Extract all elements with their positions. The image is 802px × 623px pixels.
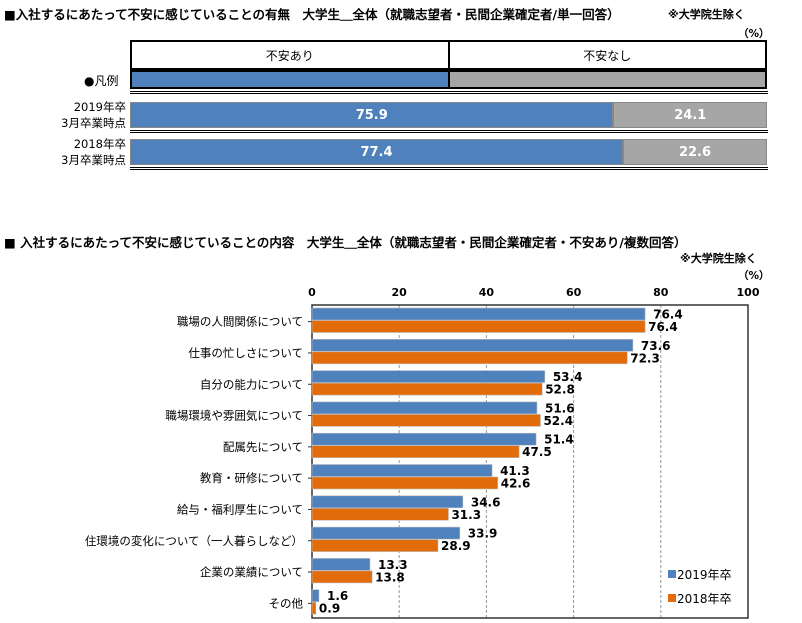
- bar-1-2: [311, 382, 543, 396]
- bar-0-1: 77.4: [130, 139, 624, 165]
- bar-1-4: [311, 445, 520, 459]
- category-label: 自分の能力について: [200, 377, 303, 391]
- category-label: 2019年卒 3月卒業時点: [61, 100, 126, 130]
- x-tick-label: 40: [479, 286, 495, 299]
- divider: [130, 91, 768, 94]
- data-label: 31.3: [451, 508, 481, 522]
- category-label: 給与・福利厚生について: [177, 502, 303, 516]
- category-label: 配属先について: [223, 440, 303, 454]
- data-label: 51.6: [545, 401, 575, 415]
- data-label: 42.6: [501, 477, 531, 491]
- bar-1-0: 24.1: [613, 102, 767, 128]
- category-label: 2018年卒 3月卒業時点: [61, 137, 126, 167]
- bar-0-9: [311, 589, 320, 603]
- bar-0-2: [311, 370, 546, 383]
- bar-0-4: [311, 432, 537, 446]
- top-chart-unit: （%）: [738, 28, 770, 40]
- bar-1-1: [311, 351, 628, 365]
- data-label: 52.4: [543, 414, 573, 428]
- data-label: 0.9: [319, 602, 340, 616]
- bar-0-7: [311, 526, 461, 540]
- legend-label: ●凡例: [84, 74, 119, 88]
- data-label: 13.8: [375, 570, 405, 584]
- data-label: 51.4: [544, 433, 574, 447]
- legend-swatch: [668, 570, 676, 578]
- data-label: 41.3: [500, 464, 530, 478]
- bar-1-0: [311, 320, 646, 333]
- legend-label: 2018年卒: [677, 592, 732, 606]
- data-label: 1.6: [327, 589, 348, 603]
- bar-0-6: [311, 495, 464, 509]
- divider: [130, 130, 768, 133]
- x-tick-label: 80: [653, 286, 669, 299]
- category-label: 住環境の変化について（一人暮らしなど）: [85, 534, 303, 548]
- legend-header-1: 不安なし: [447, 40, 767, 70]
- data-label: 73.6: [641, 339, 671, 353]
- data-label: 28.9: [441, 539, 471, 553]
- data-label: 53.4: [553, 370, 583, 384]
- top-chart-note: ※大学院生除く: [668, 8, 745, 21]
- bar-0-1: [311, 338, 634, 352]
- category-label: 企業の業績について: [200, 565, 303, 579]
- bottom-chart-note: ※大学院生除く: [680, 252, 757, 265]
- category-label: 教育・研修について: [200, 471, 303, 485]
- bar-1-8: [311, 570, 373, 584]
- data-label: 72.3: [630, 351, 660, 365]
- bar-1-9: [311, 601, 317, 615]
- data-label: 52.8: [545, 383, 575, 397]
- legend-label: 2019年卒: [677, 568, 732, 582]
- data-label: 47.5: [522, 445, 552, 459]
- bar-1-1: 22.6: [623, 139, 767, 165]
- bar-0-3: [311, 401, 538, 415]
- category-label: 仕事の忙しさについて: [188, 346, 303, 360]
- top-chart-title: ■入社するにあたって不安に感じていることの有無 大学生＿全体（就職志望者・民間企…: [4, 7, 620, 22]
- category-label: 職場の人間関係について: [177, 315, 303, 329]
- legend-swatch: [668, 594, 676, 602]
- bar-1-6: [311, 507, 449, 521]
- bar-1-5: [311, 476, 499, 490]
- data-label: 76.4: [653, 308, 683, 322]
- data-label: 13.3: [378, 558, 408, 572]
- bar-1-3: [311, 414, 541, 427]
- x-tick-label: 20: [392, 286, 408, 299]
- x-tick-label: 0: [308, 286, 316, 299]
- data-label: 33.9: [468, 527, 498, 541]
- bottom-chart-unit: （%）: [738, 270, 770, 282]
- bar-0-0: 75.9: [130, 102, 614, 128]
- bar-1-7: [311, 539, 439, 552]
- bar-0-8: [311, 558, 371, 571]
- bar-0-5: [311, 464, 493, 477]
- divider: [130, 167, 768, 170]
- category-label: 職場環境や雰囲気について: [165, 409, 303, 423]
- x-tick-label: 60: [566, 286, 582, 299]
- bottom-chart-title: ■ 入社するにあたって不安に感じていることの内容 大学生＿全体（就職志望者・民間…: [4, 235, 687, 250]
- data-label: 34.6: [471, 495, 501, 509]
- category-label: その他: [269, 596, 304, 610]
- data-label: 76.4: [648, 320, 678, 334]
- legend-swatch-1: [447, 70, 767, 89]
- bar-0-0: [311, 307, 646, 321]
- x-tick-label: 100: [737, 286, 760, 299]
- plot-frame: [311, 304, 749, 619]
